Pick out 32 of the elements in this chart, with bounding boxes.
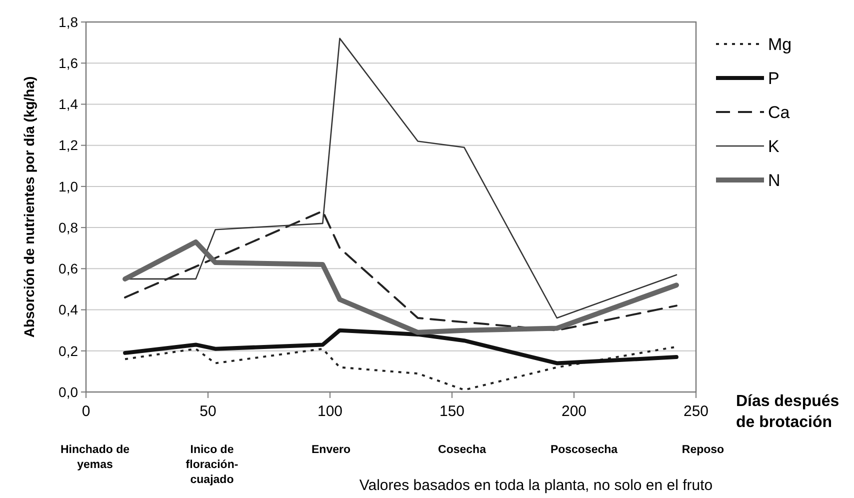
- legend-label: N: [768, 170, 780, 190]
- legend-label: Ca: [768, 102, 790, 122]
- text: Inico de floración-cuajado: [186, 444, 238, 486]
- y-tick-label: 1,6: [58, 55, 78, 72]
- y-tick-label: 0,2: [58, 342, 78, 359]
- y-tick-label: 1,4: [58, 96, 78, 112]
- y-tick-label: 0,4: [58, 302, 78, 318]
- y-tick-label: 1,0: [58, 178, 78, 194]
- y-axis-title: Absorción de nutrientes por día (kg/ha): [21, 76, 37, 338]
- x-tick-label: 100: [317, 403, 343, 420]
- x-tick-label: 0: [82, 403, 90, 420]
- y-tick-label: 0,0: [58, 384, 78, 400]
- x-tick-label: 250: [683, 403, 709, 420]
- y-tick-label: 1,2: [58, 137, 78, 154]
- legend-label: P: [768, 68, 780, 88]
- y-tick-label: 1,8: [58, 14, 78, 30]
- x-axis-title: Días después de brotación: [736, 393, 840, 431]
- y-tick-label: 0,6: [58, 260, 78, 277]
- x-tick-label: 50: [200, 403, 216, 420]
- text: Hinchado de yemas: [60, 444, 130, 471]
- legend-label: Mg: [768, 34, 792, 54]
- y-tick-label: 0,8: [58, 219, 78, 236]
- line-series: [123, 328, 678, 366]
- text: Poscosecha: [550, 444, 618, 456]
- legend-label: K: [768, 136, 780, 156]
- x-tick-label: 150: [439, 403, 465, 420]
- text: Envero: [312, 444, 350, 456]
- text: Cosecha: [438, 444, 487, 456]
- x-tick-label: 200: [561, 403, 587, 420]
- text: Reposo: [682, 444, 724, 456]
- line-series: [124, 210, 678, 332]
- text: Valores basados en toda la planta, no solo en el fruto: [359, 477, 713, 494]
